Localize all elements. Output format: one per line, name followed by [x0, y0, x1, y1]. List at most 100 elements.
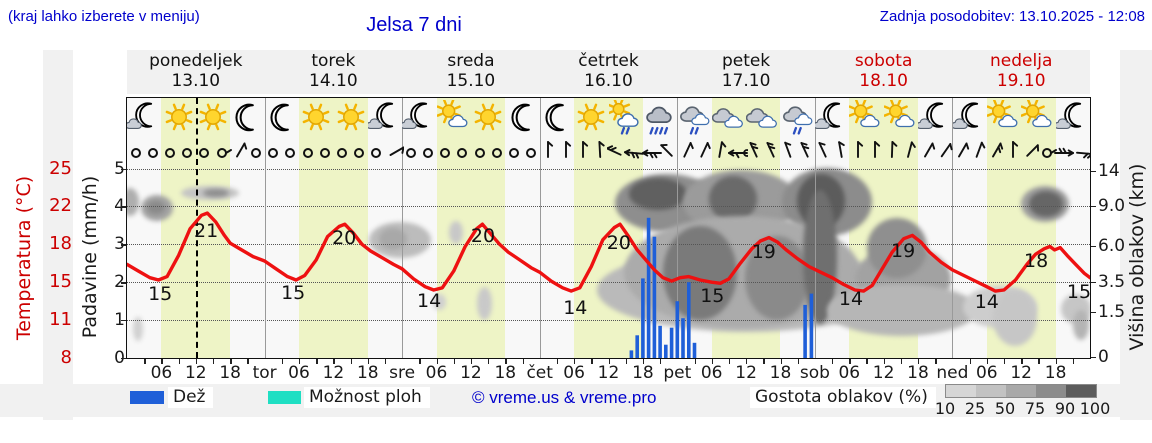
- weather-icon-moon-cloud: [125, 100, 161, 140]
- temperature-axis-label: Temperatura (°C): [13, 175, 35, 341]
- x-dayname-label: ned: [936, 363, 969, 383]
- precip-tick-mark: [121, 168, 127, 170]
- x-tick-mark: [505, 358, 507, 364]
- wind-symbol: [1037, 141, 1057, 169]
- temperature-value-label: 20: [606, 232, 631, 255]
- precip-tick-label: 5: [114, 158, 125, 179]
- day-header: sreda 15.10: [402, 51, 540, 91]
- cloud-blob: [433, 294, 446, 310]
- wind-symbol: [401, 141, 421, 169]
- x-hour-label: 06: [700, 363, 723, 383]
- gridline: [127, 168, 1090, 170]
- day-date: 19.10: [996, 71, 1046, 91]
- wind-symbol: [848, 141, 868, 169]
- rain-bar: [652, 236, 657, 358]
- weather-icon-moon-cloud: [916, 100, 952, 140]
- daylight-band: [299, 98, 368, 358]
- day-boundary-line: [952, 98, 954, 358]
- wind-symbol: [985, 141, 1005, 169]
- temperature-value-label: 20: [470, 225, 496, 247]
- x-tick-mark: [556, 358, 559, 364]
- x-hour-label: 12: [460, 363, 482, 383]
- x-tick-mark: [883, 358, 885, 364]
- temperature-tick-label: 18: [49, 233, 72, 255]
- x-tick-mark: [849, 358, 851, 364]
- x-hour-label: 18: [769, 363, 792, 383]
- gridline: [127, 244, 1090, 246]
- x-tick-mark: [642, 358, 645, 364]
- cloud-tick-label: 9.0: [1098, 196, 1126, 216]
- copyright-link[interactable]: © vreme.us & vreme.pro: [472, 388, 657, 407]
- day-boundary-line: [539, 98, 541, 358]
- x-dayname-label: čet: [526, 363, 553, 383]
- weather-icon-moon: [540, 100, 574, 140]
- x-tick-mark: [213, 358, 215, 364]
- temperature-value-label: 15: [1066, 281, 1092, 304]
- x-tick-mark: [986, 358, 989, 364]
- x-tick-mark: [694, 358, 696, 364]
- cloud-blob: [147, 201, 165, 214]
- density-tick-label: 50: [994, 399, 1016, 418]
- day-header: nedelja 19.10: [952, 51, 1090, 91]
- wind-symbol: [349, 141, 369, 169]
- weather-icon-moon: [506, 100, 540, 140]
- x-tick-mark: [384, 358, 387, 364]
- cloud-blob: [203, 189, 229, 197]
- precip-tick-label: 3: [114, 234, 125, 255]
- day-name: nedelja: [990, 51, 1053, 71]
- weather-icon-sun: [334, 100, 368, 140]
- wind-symbol: [762, 141, 782, 169]
- density-tick-label: 100: [1079, 399, 1111, 418]
- weather-icon-moon-cloud: [1054, 100, 1090, 140]
- wind-symbol: [1020, 141, 1040, 169]
- x-tick-mark: [574, 358, 576, 364]
- cloud-tick-label: 0: [1098, 347, 1109, 367]
- weather-icon-sun: [196, 100, 230, 140]
- cloud-blob: [477, 287, 492, 320]
- temperature-tick-label: 11: [49, 309, 72, 331]
- wind-symbol: [779, 141, 799, 169]
- day-header: ponedeljek 13.10: [127, 51, 265, 91]
- wind-symbol: [504, 141, 524, 169]
- x-tick-mark: [367, 358, 370, 364]
- x-hour-label: 18: [632, 363, 654, 383]
- precip-tick-label: 2: [114, 272, 125, 293]
- temperature-value-label: 18: [1024, 250, 1049, 272]
- day-header-strip: [127, 50, 1090, 94]
- x-tick-mark: [1038, 358, 1040, 364]
- daylight-band: [436, 98, 506, 358]
- temperature-value-label: 19: [891, 240, 916, 263]
- wind-symbol: [814, 141, 834, 169]
- rain-bar: [687, 282, 691, 358]
- x-tick-mark: [746, 358, 748, 364]
- wind-symbol: [745, 141, 765, 169]
- day-header: četrtek 16.10: [540, 51, 678, 91]
- cloud-blob: [1073, 310, 1089, 340]
- wind-symbol: [194, 141, 214, 169]
- showers-legend-label: Možnost ploh: [304, 387, 430, 408]
- wind-symbol: [831, 141, 851, 169]
- rain-legend-label: Dež: [168, 387, 214, 408]
- precip-tick-mark: [121, 244, 127, 246]
- x-tick-mark: [453, 358, 456, 364]
- weather-icon-sun-cloud: [848, 98, 883, 140]
- precip-tick-label: 1: [114, 310, 125, 331]
- wind-symbol: [452, 141, 472, 169]
- x-hour-label: 18: [1044, 363, 1067, 383]
- rain-bar: [669, 327, 674, 358]
- cloud-tick-label: 6.0: [1098, 236, 1126, 256]
- rain-bar: [675, 301, 680, 358]
- precip-tick-mark: [121, 206, 127, 208]
- cloud-blob: [127, 188, 139, 216]
- wind-symbol: [126, 141, 146, 169]
- weather-icon-sun-cloud: [986, 98, 1021, 140]
- temperature-tick-label: 8: [60, 347, 72, 368]
- weather-icon-sun: [471, 100, 505, 140]
- wind-symbol: [710, 141, 730, 169]
- wind-symbol: [573, 141, 593, 169]
- wind-symbol: [934, 141, 954, 169]
- x-hour-label: 12: [322, 363, 345, 383]
- x-tick-mark: [591, 358, 593, 364]
- cloud-tick-mark: [1090, 171, 1096, 173]
- x-tick-mark: [1055, 358, 1057, 364]
